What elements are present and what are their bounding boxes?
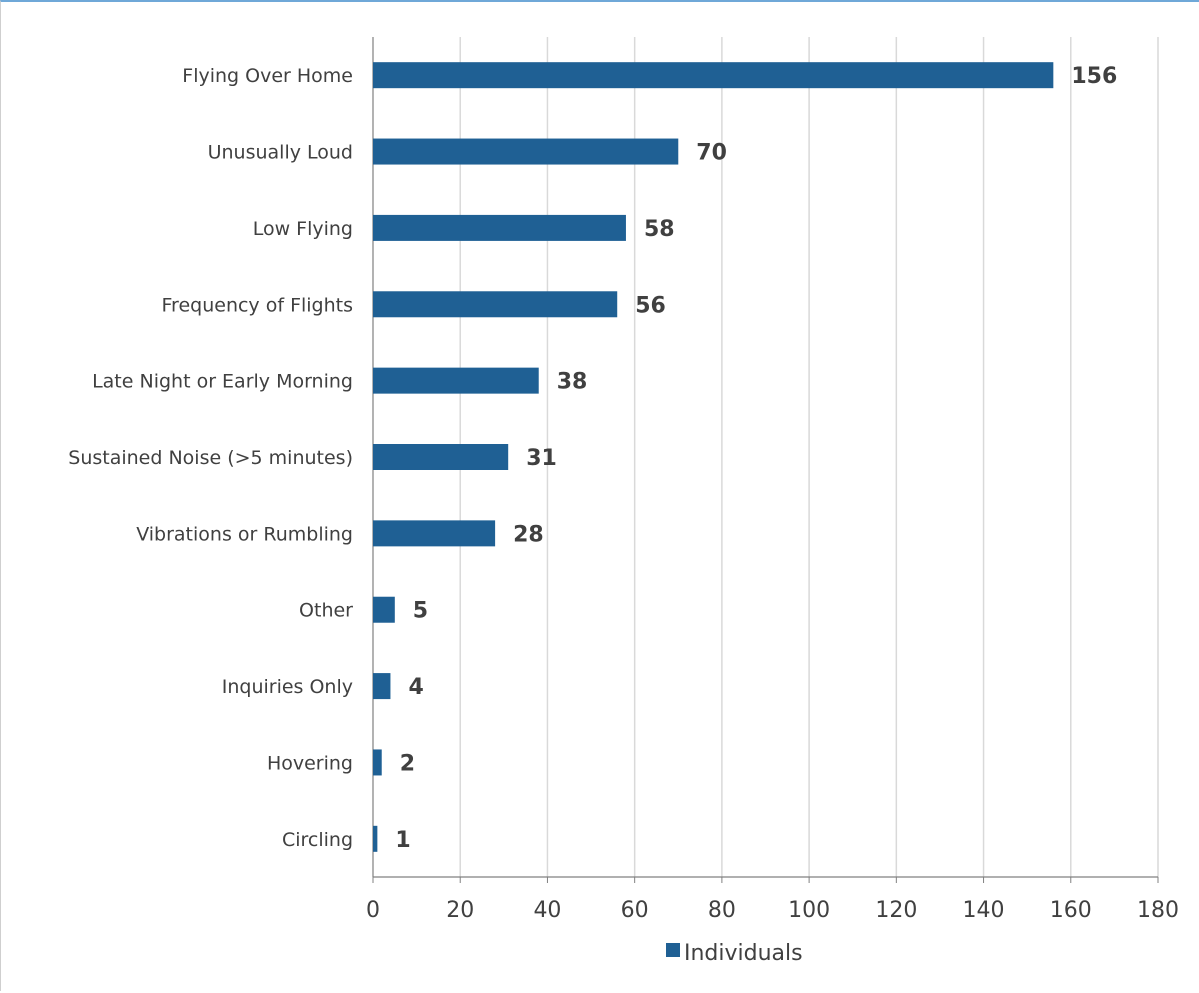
data-label: 38 [557, 370, 588, 395]
data-label: 70 [696, 141, 727, 166]
bar [373, 62, 1054, 89]
category-label: Inquiries Only [222, 676, 353, 698]
data-label: 28 [513, 522, 544, 547]
data-label: 5 [413, 599, 428, 624]
category-label: Low Flying [253, 218, 353, 240]
bar [373, 214, 626, 241]
bars [373, 62, 1054, 852]
gridlines [459, 37, 1159, 877]
category-label: Circling [282, 829, 353, 851]
data-labels: 156 70 58 56 38 31 28 5 4 2 1 [395, 64, 1117, 853]
category-labels: Flying Over Home Unusually Loud Low Flying… [68, 65, 353, 851]
data-label: 2 [400, 751, 415, 776]
category-label: Vibrations or Rumbling [136, 523, 353, 545]
bar [373, 291, 618, 318]
category-label: Late Night or Early Morning [92, 371, 353, 393]
bar [373, 673, 391, 700]
x-tick-label: 0 [366, 898, 380, 923]
bar [373, 596, 395, 623]
data-label: 1 [395, 828, 410, 853]
bar [373, 138, 679, 165]
category-label: Other [299, 600, 353, 622]
data-label: 31 [526, 446, 557, 471]
bar [373, 749, 382, 776]
category-label: Hovering [267, 752, 353, 774]
x-tick-label: 180 [1137, 898, 1179, 923]
category-label: Sustained Noise (>5 minutes) [68, 447, 353, 469]
legend-label: Individuals [684, 941, 803, 966]
x-tick-label: 20 [446, 898, 474, 923]
bar [373, 520, 496, 547]
category-label: Unusually Loud [208, 142, 353, 164]
data-label: 156 [1071, 64, 1117, 89]
bar [373, 367, 539, 394]
bar [373, 825, 378, 852]
x-tick-label: 40 [533, 898, 561, 923]
x-tick-label: 60 [621, 898, 649, 923]
x-tick-label: 140 [963, 898, 1005, 923]
bar [373, 444, 509, 470]
legend-swatch [666, 943, 680, 957]
legend: Individuals [666, 941, 803, 966]
x-tick-label: 160 [1050, 898, 1092, 923]
category-label: Frequency of Flights [162, 294, 353, 316]
data-label: 56 [635, 293, 666, 318]
data-label: 58 [644, 217, 675, 242]
x-tick-label: 80 [708, 898, 736, 923]
data-label: 4 [408, 675, 423, 700]
x-tick-label: 100 [788, 898, 830, 923]
category-label: Flying Over Home [182, 65, 353, 87]
x-tick-labels: 0 20 40 60 80 100 120 140 160 180 [366, 898, 1179, 923]
x-tick-label: 120 [875, 898, 917, 923]
